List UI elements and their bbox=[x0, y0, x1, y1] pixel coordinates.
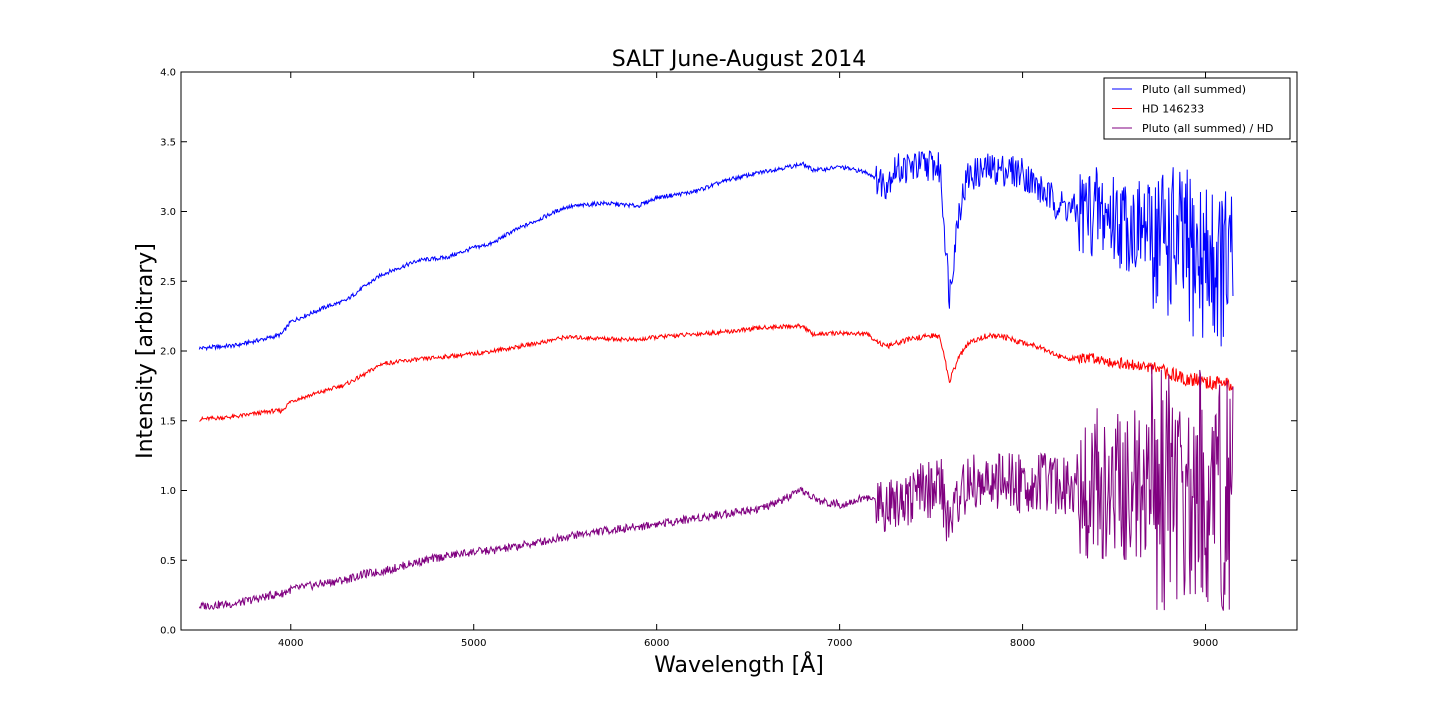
x-axis-label: Wavelength [Å] bbox=[654, 651, 824, 678]
y-axis-label: Intensity [arbitrary] bbox=[133, 243, 158, 459]
x-tick-label: 4000 bbox=[278, 638, 303, 649]
y-tick-label: 1.0 bbox=[160, 486, 176, 497]
x-tick-label: 6000 bbox=[644, 638, 669, 649]
legend-label: HD 146233 bbox=[1142, 103, 1204, 116]
series-1-line bbox=[199, 322, 1234, 422]
ticks-layer: 4000 5000 6000 7000 8000 9000 0.0 0.5 1.0 1.5 2.0 2… bbox=[160, 68, 1297, 649]
legend-box bbox=[1103, 77, 1291, 140]
plot-frame bbox=[180, 71, 1298, 631]
legend-label: Pluto (all summed) / HD bbox=[1142, 122, 1273, 135]
y-tick-label: 0.0 bbox=[160, 626, 176, 637]
x-tick-label: 8000 bbox=[1010, 638, 1035, 649]
y-tick-label: 2.5 bbox=[160, 277, 176, 288]
y-tick-label: 0.5 bbox=[160, 556, 176, 567]
y-tick-label: 2.0 bbox=[160, 347, 176, 358]
series-2-line bbox=[198, 365, 1234, 611]
legend: Pluto (all summed) HD 146233 Pluto (all su… bbox=[1103, 77, 1291, 140]
legend-label: Pluto (all summed) bbox=[1142, 83, 1246, 96]
x-tick-label: 9000 bbox=[1193, 638, 1218, 649]
chart-title: SALT June-August 2014 bbox=[612, 47, 866, 72]
y-tick-label: 1.5 bbox=[160, 416, 176, 427]
y-tick-label: 4.0 bbox=[160, 68, 176, 79]
y-tick-label: 3.0 bbox=[160, 207, 176, 218]
series-0-line bbox=[198, 150, 1234, 352]
series-layer bbox=[198, 150, 1234, 611]
x-tick-label: 7000 bbox=[827, 638, 852, 649]
y-tick-label: 3.5 bbox=[160, 137, 176, 148]
x-tick-label: 5000 bbox=[461, 638, 486, 649]
